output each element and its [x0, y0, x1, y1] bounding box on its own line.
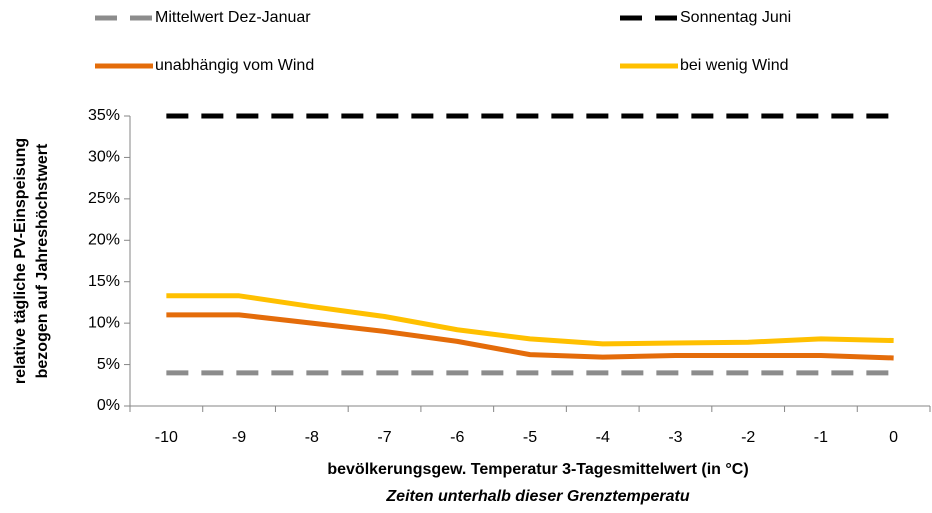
x-tick-label: -1	[814, 429, 828, 446]
x-tick-label: -2	[741, 429, 755, 446]
y-tick-label: 10%	[88, 314, 120, 331]
y-tick-label: 5%	[97, 356, 120, 373]
y-tick-label: 30%	[88, 149, 120, 166]
y-tick-label: 25%	[88, 190, 120, 207]
y-tick-label: 0%	[97, 397, 120, 414]
x-tick-label: -4	[596, 429, 610, 446]
y-tick-label: 35%	[88, 107, 120, 124]
x-tick-label: -5	[523, 429, 537, 446]
legend-label: Mittelwert Dez-Januar	[155, 9, 311, 26]
line-series	[166, 312, 894, 361]
x-tick-label: 0	[889, 429, 898, 446]
x-axis-note: Zeiten unterhalb dieser Grenztemperatu	[385, 488, 689, 505]
x-axis-label: bevölkerungsgew. Temperatur 3-Tagesmitte…	[327, 461, 748, 478]
legend-label: bei wenig Wind	[680, 57, 789, 74]
legend-label: Sonnentag Juni	[680, 9, 791, 26]
x-tick-label: -9	[232, 429, 246, 446]
y-axis-label: relative tägliche PV-Einspeisung	[12, 138, 29, 384]
y-tick-label: 20%	[88, 232, 120, 249]
x-tick-label: -7	[377, 429, 391, 446]
x-tick-label: -6	[450, 429, 464, 446]
line-series	[166, 293, 894, 347]
x-tick-label: -10	[155, 429, 178, 446]
legend-label: unabhängig vom Wind	[155, 57, 314, 74]
y-tick-label: 15%	[88, 273, 120, 290]
y-axis-label: bezogen auf Jahreshöchstwert	[34, 143, 51, 378]
x-tick-label: -3	[668, 429, 682, 446]
x-tick-label: -8	[305, 429, 319, 446]
